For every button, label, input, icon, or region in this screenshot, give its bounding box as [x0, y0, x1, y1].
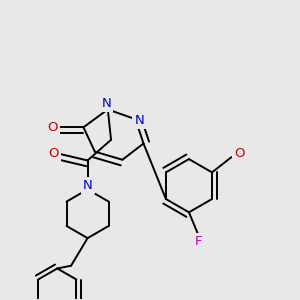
Text: F: F — [195, 235, 202, 248]
Text: N: N — [101, 97, 111, 110]
Text: N: N — [134, 114, 144, 127]
Text: O: O — [48, 148, 59, 160]
Text: N: N — [83, 179, 92, 192]
Text: O: O — [234, 147, 245, 160]
Text: O: O — [47, 121, 58, 134]
